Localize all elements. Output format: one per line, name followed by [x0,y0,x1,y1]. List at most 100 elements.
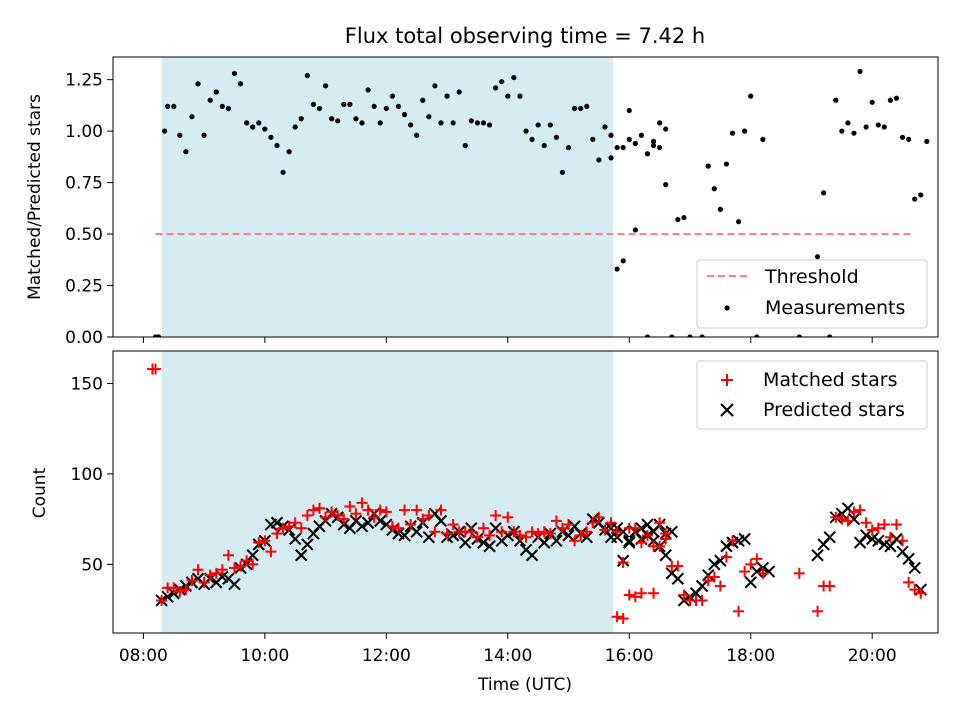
predicted-star-marker [398,529,411,542]
top-y-tick-label: 0.50 [65,225,103,245]
measurement-point [602,124,608,130]
matched-star-marker [477,522,489,534]
matched-star-marker [186,575,198,587]
matched-star-marker [174,585,186,597]
predicted-star-marker [477,536,490,549]
measurement-point [523,128,529,134]
predicted-star-marker [355,520,369,533]
measurement-point [304,72,310,79]
matched-star-marker [854,504,866,516]
measurement-point [845,120,851,126]
measurement-point [517,93,523,99]
measurement-point [408,122,414,128]
measurement-point [329,116,335,122]
matched-star-marker [295,522,307,534]
matched-star-marker [611,611,623,623]
x-tick-label: 12:00 [362,646,411,666]
top-measurements [152,68,930,337]
measurement-point [189,114,195,120]
x-tick-label: 20:00 [848,646,897,666]
top-observing-window-shade [161,57,614,337]
measurement-point [414,132,420,138]
measurement-point [553,134,559,140]
matched-star-marker [635,587,647,599]
matched-star-marker [860,517,872,529]
measurement-point [237,81,244,87]
top-y-tick-label: 1.25 [65,71,103,91]
predicted-star-marker [538,536,551,549]
legend-threshold-label: Threshold [764,266,859,288]
matched-star-marker [550,515,562,527]
measurement-point [547,122,553,128]
measurement-point [426,114,432,120]
legend-matched-label: Matched stars [763,369,897,391]
measurement-point [584,103,590,110]
predicted-star-marker [434,514,448,528]
matched-star-marker [757,567,769,579]
predicted-star-marker [811,549,824,562]
x-tick-label: 08:00 [119,646,168,666]
measurement-point [165,103,171,110]
measurement-point [499,79,505,85]
measurement-point [924,138,930,145]
x-axis-label: Time (UTC) [477,675,572,695]
measurement-point [669,334,675,337]
measurement-point [341,101,347,107]
matched-star-marker [915,587,927,599]
predicted-star-marker [671,572,685,585]
matched-star-marker [617,557,629,568]
predicted-star-marker [750,565,764,578]
matched-star-marker [350,508,362,520]
matched-star-marker [356,497,368,509]
x-tick-label: 10:00 [240,646,289,666]
measurement-point [644,151,651,157]
measurement-point [353,116,359,122]
predicted-star-marker [738,532,751,546]
measurement-point [310,101,317,107]
matched-star-marker [745,558,757,570]
matched-star-marker [307,504,319,516]
matched-star-marker [490,510,502,521]
matched-star-marker [210,567,222,579]
matched-star-marker [629,591,641,603]
measurement-point [383,105,389,112]
matched-star-marker [878,519,890,531]
top-y-ticks: 0.00 0.25 0.50 0.75 1.00 1.25 [65,71,113,348]
matched-star-marker [514,529,526,541]
measurement-point [420,97,426,103]
matched-star-marker [532,528,544,540]
measurement-point [177,132,183,138]
measurement-point [155,334,162,337]
measurement-point [365,87,371,93]
predicted-star-marker [525,549,539,562]
measurement-point [729,130,736,136]
matched-star-marker [696,594,708,606]
predicted-star-marker [823,530,836,544]
measurement-point [918,192,924,198]
predicted-star-marker [859,529,873,542]
measurement-point [596,157,602,163]
measurement-point [207,97,213,103]
matched-star-marker [289,517,301,529]
measurement-point [298,116,304,122]
predicted-star-marker [695,579,709,593]
measurement-point [705,163,711,169]
bottom-matched-markers [146,363,927,625]
top-legend-frame [696,259,928,329]
measurement-point [626,136,632,142]
matched-star-marker [836,513,848,525]
top-panel: 0.00 0.25 0.50 0.75 1.00 1.25 Matched/Predict… [25,56,939,348]
measurement-point [286,149,292,155]
measurement-point [274,142,280,149]
measurement-point [742,128,748,134]
matched-star-marker [733,605,745,617]
matched-star-marker [332,510,344,521]
matched-star-marker [265,546,277,558]
measurement-point [827,334,833,337]
measurement-point [456,89,462,95]
matched-star-marker [380,506,392,518]
matched-star-marker [830,511,842,523]
measurement-point [887,97,894,103]
measurement-point [438,120,444,126]
